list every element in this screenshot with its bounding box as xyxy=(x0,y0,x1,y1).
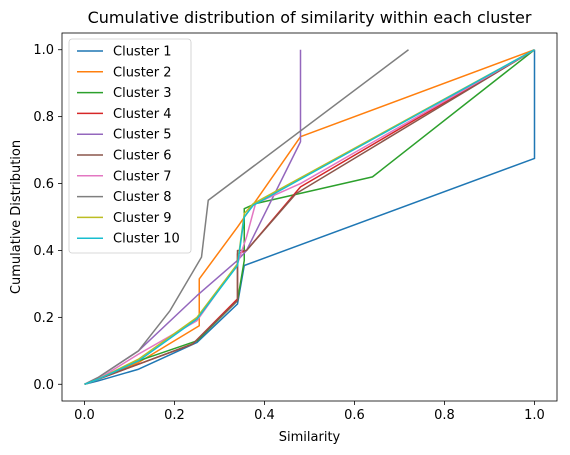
series-line-cluster-10 xyxy=(84,49,535,385)
legend-label-cluster-4: Cluster 4 xyxy=(113,107,172,122)
plot-frame xyxy=(61,32,558,402)
legend-label-cluster-9: Cluster 9 xyxy=(113,211,172,226)
x-tick-label: 0.6 xyxy=(344,408,365,423)
y-tick-label: 0.2 xyxy=(33,311,54,326)
x-tick-label: 1.0 xyxy=(524,408,545,423)
y-tick-label: 0.8 xyxy=(33,110,54,125)
axes-frame xyxy=(61,32,558,402)
chart-title: Cumulative distribution of similarity wi… xyxy=(88,8,532,27)
x-axis-label: Similarity xyxy=(279,430,341,445)
y-axis-label: Cumulative Distribution xyxy=(9,140,24,294)
x-tick-label: 0.2 xyxy=(164,408,185,423)
legend-label-cluster-5: Cluster 5 xyxy=(113,128,172,143)
x-tick-label: 0.4 xyxy=(254,408,275,423)
series-line-cluster-1 xyxy=(84,49,536,385)
legend-label-cluster-8: Cluster 8 xyxy=(113,190,172,205)
legend-label-cluster-3: Cluster 3 xyxy=(113,86,172,101)
series-line-cluster-8 xyxy=(84,49,409,385)
y-axis-ticks: 0.0 0.2 0.4 0.6 0.8 1.0 xyxy=(33,43,62,393)
y-tick-label: 0.0 xyxy=(33,378,54,393)
y-tick-label: 1.0 xyxy=(33,43,54,58)
x-tick-label: 0.0 xyxy=(74,408,95,423)
legend-label-cluster-6: Cluster 6 xyxy=(113,149,172,164)
x-axis-ticks: 0.0 0.2 0.4 0.6 0.8 1.0 xyxy=(74,401,545,423)
legend-label-cluster-10: Cluster 10 xyxy=(113,232,180,247)
x-tick-label: 0.8 xyxy=(434,408,455,423)
y-tick-label: 0.6 xyxy=(33,177,54,192)
series-lines xyxy=(84,49,536,385)
legend: Cluster 1 Cluster 2 Cluster 3 Cluster 4 Clus… xyxy=(68,38,192,254)
legend-label-cluster-2: Cluster 2 xyxy=(113,65,172,80)
legend-label-cluster-7: Cluster 7 xyxy=(113,169,172,184)
series-line-cluster-6 xyxy=(84,49,535,385)
y-tick-label: 0.4 xyxy=(33,244,54,259)
legend-label-cluster-1: Cluster 1 xyxy=(113,45,172,60)
